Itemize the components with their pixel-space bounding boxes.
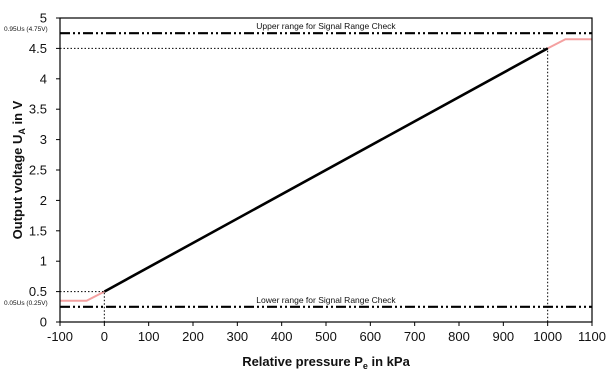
x-tick-label-4: 300 (226, 329, 248, 344)
y-tick-label-9: 4.5 (29, 41, 47, 56)
x-tick-label-2: 100 (138, 329, 160, 344)
x-tick-label-12: 1100 (578, 329, 606, 344)
x-tick-label-9: 800 (448, 329, 470, 344)
y-tick-label-0: 0 (40, 315, 47, 330)
y-axis-title: Output voltage UA in V (10, 100, 27, 239)
series-line-1 (60, 290, 105, 302)
y-tick-label-8: 4 (40, 71, 47, 86)
x-tick-label-1: 0 (101, 329, 108, 344)
series-line-0 (103, 47, 549, 293)
data-layer (60, 38, 592, 302)
x-tick-label-6: 500 (315, 329, 337, 344)
reference-line-left-label-1: 0.05Us (0.25V) (4, 300, 48, 307)
x-tick-label-0: -100 (47, 329, 73, 344)
x-tick-label-5: 400 (271, 329, 293, 344)
axes-layer (56, 17, 593, 326)
y-tick-label-7: 3.5 (29, 102, 47, 117)
x-tick-label-11: 1000 (533, 329, 562, 344)
text-layer: Upper range for Signal Range Check 0.95Us… (4, 11, 606, 372)
x-tick-label-10: 900 (492, 329, 514, 344)
guide-line-1 (60, 47, 549, 322)
y-tick-label-6: 3 (40, 132, 47, 147)
y-tick-label-4: 2 (40, 193, 47, 208)
x-tick-label-3: 200 (182, 329, 204, 344)
y-tick-label-1: 0.5 (29, 284, 47, 299)
reference-line-label-1: Lower range for Signal Range Check (256, 295, 396, 305)
y-tick-label-2: 1 (40, 254, 47, 269)
reference-line-label-0: Upper range for Signal Range Check (256, 21, 396, 31)
y-tick-label-3: 1.5 (29, 223, 47, 238)
x-axis-title: Relative pressure Pe in kPa (242, 354, 410, 371)
reference-layer (60, 32, 592, 322)
y-tick-label-5: 2.5 (29, 163, 47, 178)
series-line-2 (547, 38, 592, 50)
y-tick-label-10: 5 (40, 11, 47, 26)
x-tick-label-7: 600 (359, 329, 381, 344)
reference-line-left-label-0: 0.95Us (4.75V) (4, 26, 48, 33)
guide-line-0 (60, 291, 105, 322)
x-tick-label-8: 700 (404, 329, 426, 344)
